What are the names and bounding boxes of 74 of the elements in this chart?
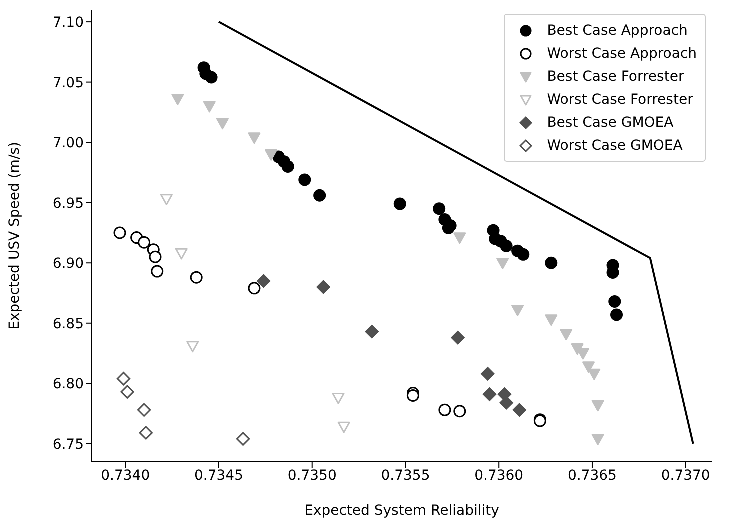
point: [175, 248, 188, 260]
x-axis-title: Expected System Reliability: [304, 503, 500, 519]
x-tick-label: 0.7360: [474, 468, 524, 484]
point: [454, 405, 466, 418]
point: [114, 226, 126, 240]
point: [496, 258, 510, 270]
y-tick-label: 7.10: [52, 15, 84, 32]
point: [139, 426, 153, 440]
y-tick-label: 6.90: [52, 256, 84, 272]
y-axis-title: Expected USV Speed (m/s): [6, 142, 23, 330]
point: [454, 232, 466, 244]
x-tick-label: 0.7350: [288, 468, 337, 484]
legend-label: Best Case Approach: [547, 22, 688, 38]
point: [517, 248, 530, 261]
point: [394, 198, 406, 210]
point: [216, 118, 229, 130]
point: [592, 400, 604, 412]
point: [298, 174, 312, 186]
point: [610, 308, 624, 322]
point: [545, 256, 558, 270]
point: [481, 367, 495, 381]
point: [120, 385, 134, 399]
point: [500, 240, 513, 252]
point: [265, 149, 278, 161]
point: [116, 372, 131, 386]
point: [500, 396, 514, 410]
point: [438, 404, 452, 416]
point: [186, 341, 200, 353]
legend-label: Worst Case Forrester: [547, 92, 694, 108]
point: [512, 304, 524, 316]
y-tick-label: 7.00: [52, 136, 84, 152]
point: [365, 325, 379, 339]
x-tick-label: 0.7370: [661, 468, 710, 484]
point: [205, 71, 218, 84]
point: [137, 403, 152, 417]
point: [588, 368, 601, 380]
point: [160, 194, 173, 206]
point: [451, 331, 465, 345]
y-tick-label: 6.75: [52, 436, 84, 453]
y-tick-label: 7.05: [52, 75, 84, 92]
point: [332, 392, 345, 404]
point: [316, 280, 330, 294]
point: [582, 362, 595, 374]
point: [138, 236, 151, 249]
legend-label: Worst Case Approach: [547, 46, 697, 62]
point: [149, 250, 162, 264]
point: [236, 432, 250, 446]
point: [338, 422, 350, 434]
y-tick-label: 6.95: [52, 196, 84, 212]
legend-label: Best Case Forrester: [547, 68, 684, 84]
point: [592, 434, 604, 446]
point: [172, 94, 184, 106]
point: [608, 295, 622, 308]
point: [257, 274, 271, 288]
x-tick-label: 0.7340: [101, 468, 150, 484]
point: [560, 329, 573, 340]
point: [203, 101, 216, 113]
point: [282, 160, 294, 173]
point: [248, 132, 261, 144]
point: [512, 403, 526, 417]
x-tick-label: 0.7345: [194, 468, 244, 484]
legend-label: Best Case GMOEA: [547, 114, 674, 130]
legend-label: Worst Case GMOEA: [547, 138, 683, 154]
x-tick-label: 0.7355: [381, 468, 430, 484]
x-tick-label: 0.7365: [568, 468, 617, 484]
point: [482, 388, 497, 402]
point: [190, 271, 203, 284]
point: [248, 282, 261, 295]
y-tick-label: 6.85: [52, 316, 84, 332]
point: [151, 265, 164, 278]
point: [545, 314, 558, 326]
y-tick-label: 6.80: [52, 376, 84, 393]
point: [433, 202, 446, 216]
point: [314, 189, 326, 202]
